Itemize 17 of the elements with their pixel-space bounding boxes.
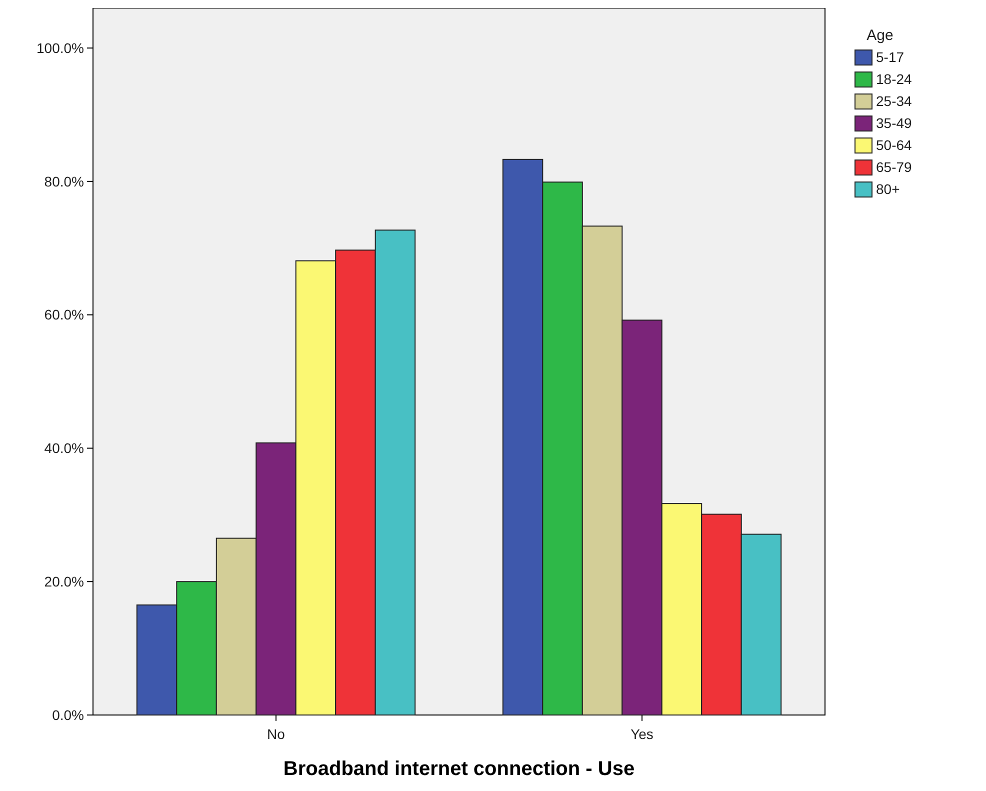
y-tick-label: 40.0% <box>44 440 84 456</box>
legend-label: 5-17 <box>876 49 904 65</box>
legend-label: 35-49 <box>876 115 912 131</box>
y-tick-label: 20.0% <box>44 574 84 590</box>
legend-label: 65-79 <box>876 159 912 175</box>
legend-label: 80+ <box>876 181 900 197</box>
x-tick-label: Yes <box>630 726 654 742</box>
y-tick-label: 100.0% <box>36 40 84 56</box>
legend-label: 50-64 <box>876 137 912 153</box>
y-tick-label: 80.0% <box>44 173 84 190</box>
legend-label: 25-34 <box>876 93 912 109</box>
y-tick-label: 60.0% <box>44 306 84 323</box>
legend-title: Age <box>866 27 894 44</box>
x-tick-label: No <box>267 726 286 742</box>
x-axis-title: Broadband internet connection - Use <box>283 758 635 780</box>
y-tick-label: 0.0% <box>52 706 84 723</box>
legend-label: 18-24 <box>876 71 912 87</box>
